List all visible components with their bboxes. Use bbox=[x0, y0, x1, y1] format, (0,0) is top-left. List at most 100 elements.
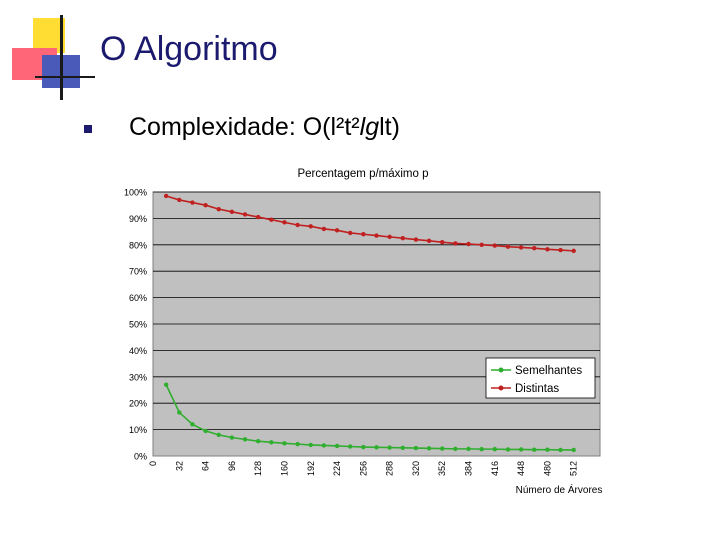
data-point-distintas bbox=[177, 197, 182, 203]
data-point-distintas bbox=[492, 243, 498, 248]
data-point-distintas bbox=[440, 239, 445, 245]
x-tick-label: 64 bbox=[201, 461, 211, 471]
data-point-semelhantes bbox=[348, 444, 353, 449]
slide-title: O Algoritmo bbox=[100, 30, 278, 68]
x-tick-label: 416 bbox=[490, 461, 500, 476]
y-tick-label: 0% bbox=[134, 452, 147, 462]
data-point-distintas bbox=[387, 234, 392, 240]
data-point-distintas bbox=[308, 224, 313, 229]
deco-vertical-line bbox=[60, 15, 63, 100]
x-tick-label: 448 bbox=[516, 461, 526, 476]
data-point-semelhantes bbox=[532, 447, 537, 452]
data-point-distintas bbox=[374, 233, 379, 238]
data-point-distintas bbox=[426, 238, 432, 244]
data-point-semelhantes bbox=[216, 432, 221, 438]
bullet-text: Complexidade: O(l²t²lglt) bbox=[129, 113, 400, 142]
data-point-semelhantes bbox=[282, 441, 287, 446]
data-point-semelhantes bbox=[242, 437, 248, 442]
data-point-distintas bbox=[216, 206, 221, 212]
y-tick-label: 30% bbox=[129, 372, 147, 382]
data-point-semelhantes bbox=[479, 446, 484, 452]
legend-marker bbox=[498, 367, 504, 373]
data-point-semelhantes bbox=[361, 444, 366, 450]
data-point-semelhantes bbox=[255, 439, 261, 444]
data-point-semelhantes bbox=[374, 445, 379, 450]
data-point-distintas bbox=[334, 228, 340, 233]
data-point-semelhantes bbox=[387, 445, 392, 450]
y-tick-label: 60% bbox=[129, 293, 147, 303]
y-tick-label: 40% bbox=[129, 346, 147, 356]
data-point-distintas bbox=[163, 193, 169, 199]
x-tick-label: 384 bbox=[464, 461, 474, 476]
y-tick-label: 70% bbox=[129, 267, 147, 277]
data-point-distintas bbox=[479, 242, 484, 247]
data-point-distintas bbox=[269, 217, 274, 222]
data-point-distintas bbox=[453, 241, 458, 246]
data-point-distintas bbox=[545, 247, 550, 252]
data-point-semelhantes bbox=[400, 445, 405, 451]
y-tick-label: 80% bbox=[129, 240, 147, 250]
data-point-distintas bbox=[203, 203, 208, 208]
data-point-distintas bbox=[466, 241, 471, 247]
y-tick-label: 90% bbox=[129, 214, 147, 224]
data-point-semelhantes bbox=[269, 440, 274, 445]
data-point-distintas bbox=[361, 232, 366, 237]
deco-horizontal-line bbox=[35, 76, 95, 78]
data-point-semelhantes bbox=[426, 446, 432, 451]
data-point-semelhantes bbox=[295, 441, 300, 447]
data-point-semelhantes bbox=[334, 443, 340, 449]
x-tick-label: 160 bbox=[279, 461, 289, 476]
data-point-semelhantes bbox=[190, 422, 195, 427]
data-point-distintas bbox=[505, 244, 511, 249]
data-point-semelhantes bbox=[440, 446, 445, 451]
legend-label: Semelhantes bbox=[515, 365, 582, 377]
data-point-distintas bbox=[295, 222, 300, 228]
data-point-distintas bbox=[282, 220, 287, 225]
x-tick-label: 480 bbox=[542, 461, 552, 476]
legend-marker bbox=[498, 385, 504, 391]
legend-box bbox=[485, 357, 596, 399]
y-tick-label: 50% bbox=[129, 320, 147, 330]
y-tick-label: 100% bbox=[124, 188, 147, 198]
x-tick-label: 256 bbox=[358, 461, 368, 476]
x-tick-label: 0 bbox=[148, 461, 158, 466]
data-point-distintas bbox=[229, 209, 235, 214]
data-point-semelhantes bbox=[229, 435, 235, 440]
chart-title: Percentagem p/máximo p bbox=[297, 168, 428, 180]
bullet-suffix: lt) bbox=[379, 113, 400, 141]
data-point-distintas bbox=[413, 237, 419, 242]
data-point-semelhantes bbox=[492, 446, 498, 452]
data-point-distintas bbox=[348, 230, 353, 236]
y-tick-label: 20% bbox=[129, 399, 147, 409]
data-point-semelhantes bbox=[321, 443, 327, 448]
data-point-semelhantes bbox=[466, 446, 471, 452]
data-point-distintas bbox=[518, 245, 524, 250]
x-tick-label: 224 bbox=[332, 461, 342, 476]
x-tick-label: 352 bbox=[437, 461, 447, 476]
data-point-distintas bbox=[190, 200, 195, 205]
data-point-distintas bbox=[532, 246, 537, 251]
data-point-semelhantes bbox=[177, 410, 182, 415]
data-point-distintas bbox=[400, 236, 405, 241]
data-point-semelhantes bbox=[558, 447, 563, 453]
x-tick-label: 512 bbox=[569, 461, 579, 476]
x-tick-label: 128 bbox=[253, 461, 263, 476]
legend-label: Distintas bbox=[515, 383, 559, 395]
line-chart: Percentagem p/máximo p Número de Árvores… bbox=[124, 168, 602, 496]
data-point-semelhantes bbox=[505, 447, 511, 452]
data-point-distintas bbox=[255, 214, 261, 220]
data-point-semelhantes bbox=[308, 442, 313, 448]
x-tick-label: 96 bbox=[227, 461, 237, 471]
data-point-distintas bbox=[242, 212, 248, 217]
data-point-semelhantes bbox=[545, 447, 550, 452]
data-point-distintas bbox=[571, 248, 576, 254]
data-point-semelhantes bbox=[571, 447, 576, 453]
data-point-semelhantes bbox=[203, 428, 208, 434]
data-point-distintas bbox=[321, 226, 327, 232]
bullet-prefix: Complexidade: O(l²t² bbox=[129, 113, 360, 141]
x-tick-label: 32 bbox=[174, 461, 184, 471]
x-tick-label: 192 bbox=[306, 461, 316, 476]
data-point-semelhantes bbox=[163, 382, 169, 387]
data-point-semelhantes bbox=[413, 445, 419, 451]
y-tick-label: 10% bbox=[129, 425, 147, 435]
